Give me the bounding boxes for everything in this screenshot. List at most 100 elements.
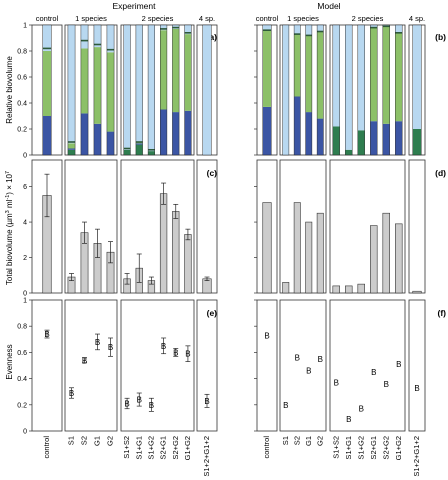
model-relative-band-4 [317, 30, 324, 33]
experiment-relative-bar-10-S2 [184, 110, 192, 155]
experiment-evenness-marker-9: B [173, 348, 178, 357]
ylabel-total-prefix: Total biovolume (µm [5, 213, 14, 285]
axis-text: control 1 species 2 species 4 sp. control 1 s… [17, 14, 425, 477]
experiment-relative-bar-outline-3 [93, 24, 102, 156]
ylabel-relative-biovolume: Relative biovolume [5, 56, 14, 124]
experiment-group-header-3: 4 sp. [199, 14, 215, 23]
model-total-bar-8 [370, 225, 378, 294]
model-xtick-label-6: S1+G1 [344, 436, 353, 460]
model-evenness-marker-4: B [318, 355, 323, 364]
experiment-relative-bar-9-G1 [172, 28, 180, 113]
experiment-evenness-marker-11: B [204, 397, 209, 406]
experiment-relative-bar-5-S1 [123, 149, 131, 155]
experiment-total-bar-10 [184, 234, 192, 294]
model-total-frame-3 [408, 159, 426, 294]
model-evenness-marker-7: B [359, 405, 364, 414]
model-relative-bar-0-G2 [262, 25, 272, 31]
experiment-total-ytick-label-2: 4 [23, 220, 27, 227]
experiment-evenness-marker-1: B [69, 389, 74, 398]
model-relative-bar-8-S2 [370, 121, 378, 155]
model-relative-bar-0-G1 [262, 30, 272, 107]
experiment-relative-bar-outline-5 [123, 24, 131, 156]
experiment-relative-band-2 [80, 39, 89, 42]
model-relative-bar-4-G2 [317, 25, 324, 32]
panel-label-e: (e) [207, 308, 218, 318]
experiment-evenness-marker-3: B [95, 338, 100, 347]
experiment-relative-band-9 [172, 26, 180, 29]
experiment-evenness-frame-1 [64, 299, 118, 432]
experiment-relative-bar-1-G2 [67, 25, 76, 144]
ylabel-total-biovolume: Total biovolume (µm3 ml-1) × 107 [5, 171, 14, 285]
experiment-relative-bar-6-S1 [135, 144, 143, 155]
experiment-relative-band-8 [160, 28, 167, 30]
model-xtick-label-4: G2 [315, 436, 324, 446]
experiment-xtick-label-11: S1+2+G1+2 [202, 436, 211, 477]
experiment-relative-bar-2-S2 [80, 113, 89, 155]
experiment-relative-band-0 [42, 47, 52, 50]
experiment-xtick-label-7: S1+G2 [146, 436, 155, 460]
experiment-relative-bar-outline-8 [160, 24, 168, 156]
model-relative-bar-2-S2 [294, 96, 301, 155]
model-relative-bar-5-S1 [332, 126, 340, 155]
model-relative-bar-2-G1 [294, 34, 301, 97]
experiment-relative-bar-outline-2 [80, 24, 89, 156]
experiment-relative-ytick-label-1: 0.2 [17, 127, 27, 134]
experiment-total-bar-9 [172, 211, 180, 294]
experiment-relative-bar-3-G2 [93, 25, 102, 48]
experiment-relative-bar-10-G2 [184, 25, 192, 35]
experiment-relative-ytick-label-3: 0.6 [17, 75, 27, 82]
model-relative-bar-0-S2 [262, 106, 272, 155]
experiment-evenness-marker-4: B [108, 343, 113, 352]
experiment-evenness-ytick-label-1: 0.2 [17, 402, 27, 409]
model-xtick-label-11: S1+2+G1+2 [412, 436, 421, 477]
model-relative-bar-6-S1 [345, 149, 353, 155]
experiment-xtick-label-3: G1 [93, 436, 102, 446]
experiment-relative-bar-1-S1 [67, 149, 76, 155]
model-relative-bar-outline-5 [332, 24, 340, 156]
experiment-relative-ytick-label-2: 0.4 [17, 101, 27, 108]
model-evenness-frame-3 [408, 299, 426, 432]
experiment-relative-bar-1-S2 [67, 148, 76, 150]
model-relative-bar-11-S1 [412, 129, 422, 155]
experiment-relative-frame-2 [120, 24, 195, 156]
model-total-bar-3 [305, 221, 313, 294]
experiment-total-frame-3 [196, 159, 218, 294]
ylabel-total-suffix: ) × 10 [5, 173, 14, 194]
panel-label-d: (d) [435, 168, 446, 178]
model-total-bar-10 [395, 223, 403, 294]
experiment-relative-band-7 [148, 149, 155, 151]
experiment-relative-band-4 [106, 48, 115, 51]
model-evenness-marker-5: B [334, 379, 339, 388]
model-relative-frame-1 [279, 24, 327, 156]
experiment-xtick-label-4: G2 [106, 436, 115, 446]
model-evenness-marker-10: B [396, 360, 401, 369]
model-group-header-2: 2 species [352, 14, 384, 23]
model-total-bar-11 [412, 290, 422, 294]
model-relative-band-0 [262, 29, 272, 31]
model-xtick-label-10: G1+G2 [394, 436, 403, 460]
model-relative-bar-5-G2 [332, 25, 340, 127]
experiment-relative-bar-0-G1 [42, 51, 52, 116]
model-relative-bar-3-G1 [305, 35, 312, 113]
model-relative-bar-outline-0 [262, 24, 272, 156]
model-relative-bar-outline-8 [370, 24, 378, 156]
experiment-relative-band-3 [93, 43, 102, 46]
model-evenness-marker-8: B [371, 368, 376, 377]
model-total-bar-0 [262, 202, 272, 294]
experiment-relative-band-10 [184, 32, 192, 34]
experiment-relative-ytick-label-4: 0.8 [17, 49, 27, 56]
model-total-bar-4 [316, 212, 324, 294]
model-relative-bar-10-G2 [395, 25, 403, 33]
experiment-relative-bar-7-G2 [148, 25, 155, 152]
model-evenness-marker-3: B [306, 367, 311, 376]
model-relative-bar-9-G1 [382, 26, 390, 124]
experiment-relative-bar-outline-10 [184, 24, 192, 156]
experiment-evenness-ytick-label-0: 0 [23, 429, 27, 436]
model-evenness-marker-9: B [384, 380, 389, 389]
model-relative-band-10 [395, 32, 403, 34]
experiment-evenness-frame-3 [196, 299, 218, 432]
model-relative-bar-4-S2 [317, 118, 324, 155]
model-relative-bar-outline-11 [412, 24, 422, 156]
